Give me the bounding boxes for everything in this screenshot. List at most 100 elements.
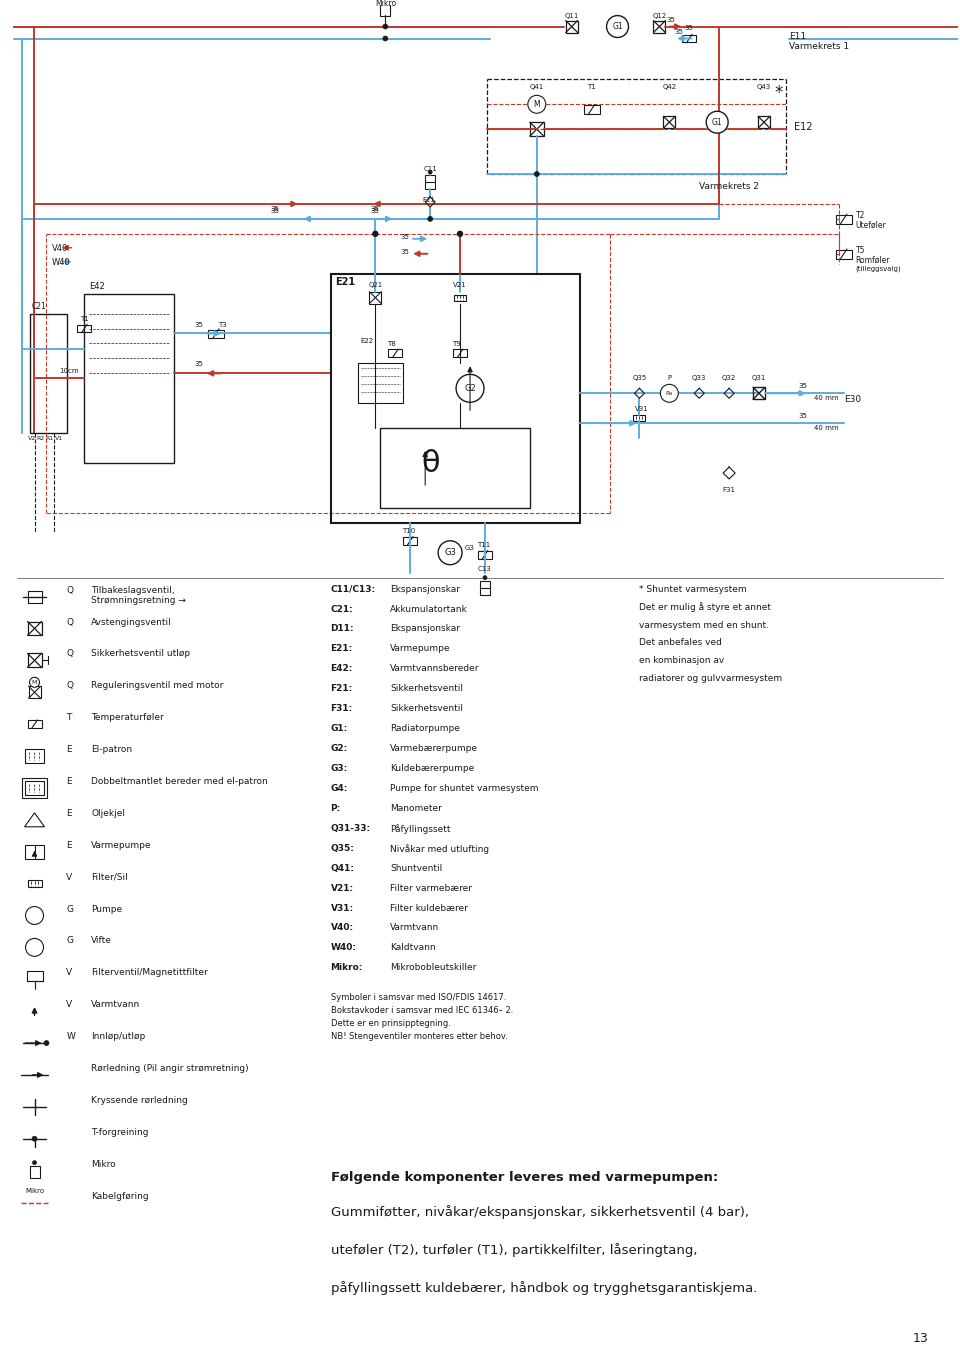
Bar (30, 1165, 39, 1177)
Text: E: E (66, 809, 72, 818)
Bar (28, 621, 41, 636)
Text: Kuldebærerpumpe: Kuldebærerpumpe (391, 764, 474, 774)
Text: Q: Q (66, 586, 73, 594)
Text: 35: 35 (194, 362, 203, 367)
Text: T1: T1 (588, 84, 596, 90)
Text: Bokstavkoder i samsvar med IEC 61346– 2.: Bokstavkoder i samsvar med IEC 61346– 2. (330, 1006, 513, 1015)
Text: Manometer: Manometer (391, 803, 443, 813)
Text: Tilbakeslagsventil,
Strømningsretning →: Tilbakeslagsventil, Strømningsretning → (91, 586, 186, 605)
Text: M: M (534, 100, 540, 109)
Text: Akkumulatortank: Akkumulatortank (391, 605, 468, 613)
Text: T10: T10 (402, 528, 416, 533)
Bar (388, 350, 402, 358)
Text: R2: R2 (36, 436, 45, 441)
Text: V31:: V31: (330, 903, 353, 913)
Bar (358, 363, 403, 404)
Circle shape (458, 231, 463, 236)
Text: Q11: Q11 (564, 12, 579, 19)
Circle shape (427, 216, 433, 221)
Bar (21, 778, 47, 798)
Text: 40 mm: 40 mm (814, 425, 838, 431)
Text: E12: E12 (794, 123, 812, 132)
Bar (453, 350, 468, 358)
Bar (28, 880, 41, 887)
Circle shape (607, 16, 629, 38)
Text: T: T (66, 713, 72, 722)
Text: G3:: G3: (330, 764, 348, 774)
Bar (25, 749, 44, 763)
Text: G2: G2 (464, 383, 476, 393)
Text: E11: E11 (789, 31, 806, 40)
Circle shape (707, 111, 728, 134)
Text: Filter varmebærer: Filter varmebærer (391, 884, 472, 892)
Circle shape (44, 1041, 49, 1045)
Circle shape (30, 678, 39, 687)
Bar (380, 4, 391, 16)
Text: Q: Q (66, 682, 73, 690)
Text: 13: 13 (913, 1332, 928, 1345)
Text: E21:: E21: (330, 644, 352, 653)
Text: 35: 35 (675, 28, 684, 35)
Text: T-forgreining: T-forgreining (91, 1127, 149, 1137)
Text: 35: 35 (799, 413, 807, 420)
Text: Q33: Q33 (692, 375, 707, 381)
Bar (454, 294, 466, 301)
Text: Mikrobobleutskiller: Mikrobobleutskiller (391, 964, 477, 972)
Text: Gummiføtter, nivåkar/ekspansjonskar, sikkerhetsventil (4 bar),: Gummiføtter, nivåkar/ekspansjonskar, sik… (330, 1206, 749, 1219)
Text: Q: Q (66, 617, 73, 626)
Text: R1: R1 (45, 436, 54, 441)
Text: 35: 35 (799, 383, 807, 389)
Text: Pumpe: Pumpe (91, 904, 123, 914)
Bar (753, 387, 765, 400)
Text: G1: G1 (712, 117, 723, 127)
Text: Mikro:: Mikro: (330, 964, 363, 972)
Circle shape (528, 96, 546, 113)
Circle shape (660, 385, 679, 402)
Text: E21: E21 (335, 277, 355, 286)
Text: Ekspansjonskar: Ekspansjonskar (391, 585, 460, 594)
Text: P:: P: (330, 803, 341, 813)
Text: Varmekrets 1: Varmekrets 1 (789, 42, 849, 51)
Text: T3: T3 (218, 321, 227, 328)
Text: Q41:: Q41: (330, 864, 354, 872)
Text: Varmepumpe: Varmepumpe (91, 841, 152, 849)
Text: Ekspansjonskar: Ekspansjonskar (391, 625, 460, 633)
Text: E: E (66, 778, 72, 786)
Text: Kaldtvann: Kaldtvann (391, 944, 436, 952)
Text: Reguleringsventil med motor: Reguleringsventil med motor (91, 682, 224, 690)
Text: Pumpe for shuntet varmesystem: Pumpe for shuntet varmesystem (391, 784, 539, 792)
Text: Det anbefales ved: Det anbefales ved (639, 639, 722, 648)
Text: Q32: Q32 (722, 375, 736, 381)
Bar (370, 292, 381, 304)
Text: Oljekjel: Oljekjel (91, 809, 126, 818)
Text: Varmebærerpumpe: Varmebærerpumpe (391, 744, 478, 753)
Text: *: * (775, 84, 783, 103)
Bar (25, 845, 44, 859)
Text: Varmepumpe: Varmepumpe (391, 644, 451, 653)
Circle shape (483, 575, 487, 579)
Circle shape (26, 906, 43, 925)
Text: F21: F21 (422, 197, 435, 202)
Bar (683, 35, 696, 42)
Text: Q21: Q21 (369, 282, 382, 288)
Bar (25, 780, 44, 795)
Text: Avstengingsventil: Avstengingsventil (91, 617, 172, 626)
Text: Uteføler: Uteføler (855, 221, 886, 230)
Text: V1: V1 (55, 436, 62, 441)
Text: 35: 35 (371, 207, 379, 212)
Text: 35: 35 (194, 321, 203, 328)
Text: Påfyllingssett: Påfyllingssett (391, 824, 451, 834)
Text: NB! Stengeventiler monteres etter behov.: NB! Stengeventiler monteres etter behov. (330, 1033, 508, 1041)
Bar (84, 294, 174, 463)
Bar (78, 324, 91, 332)
Circle shape (535, 171, 540, 177)
Text: Q: Q (66, 649, 73, 659)
Bar (836, 215, 852, 224)
Text: E: E (66, 745, 72, 755)
Text: Radiatorpumpe: Radiatorpumpe (391, 724, 460, 733)
Text: V: V (66, 968, 73, 977)
Text: 35: 35 (371, 208, 379, 213)
Bar (758, 116, 770, 128)
Text: 35: 35 (400, 234, 409, 240)
Text: Pa: Pa (665, 390, 673, 396)
